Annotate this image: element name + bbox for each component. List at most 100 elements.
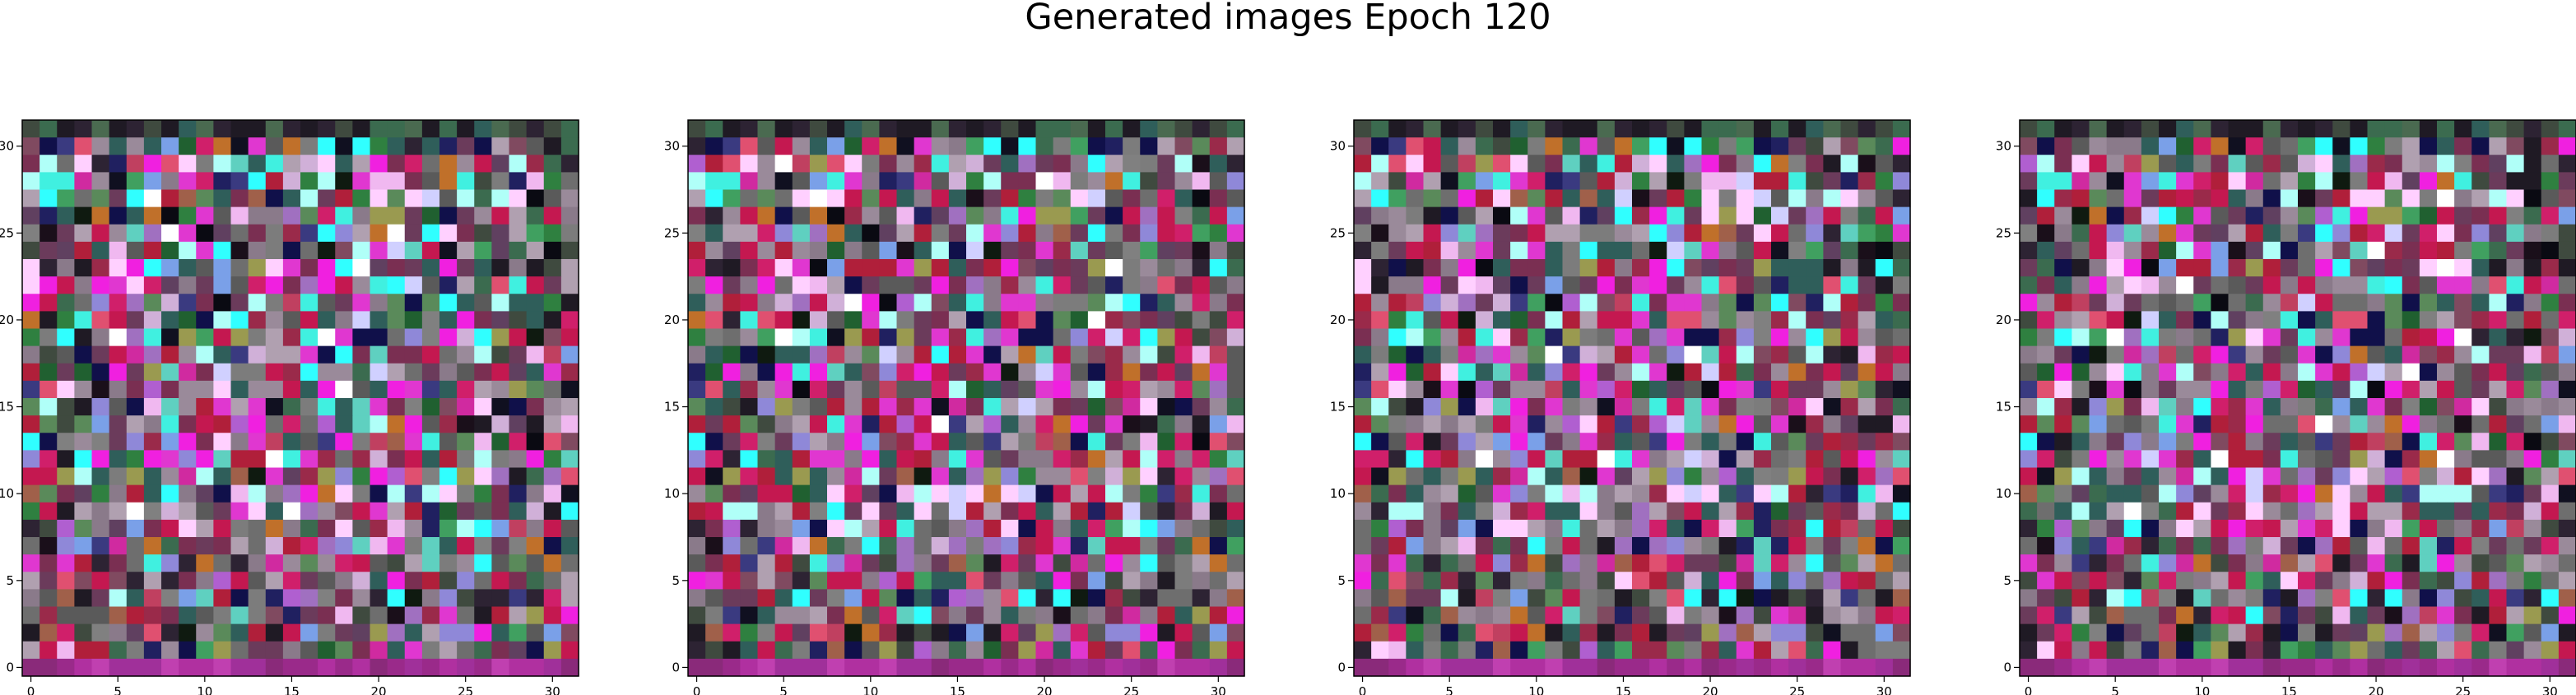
pixel-cell (57, 606, 75, 625)
pixel-cell (1667, 467, 1685, 486)
pixel-cell (827, 345, 845, 364)
pixel-cell (1823, 120, 1842, 138)
pixel-cell (109, 137, 128, 155)
pixel-cell (1226, 554, 1245, 572)
pixel-cell (421, 519, 440, 538)
pixel-cell (1736, 572, 1755, 590)
pixel-cell (1123, 294, 1141, 312)
pixel-cell (1753, 206, 1772, 225)
pixel-cell (1174, 467, 1193, 486)
pixel-cell (757, 415, 776, 433)
pixel-cell (2089, 467, 2108, 486)
pixel-cell (2106, 641, 2125, 660)
pixel-cell (2367, 363, 2386, 382)
pixel-cell (931, 623, 950, 642)
pixel-cell (248, 589, 267, 608)
pixel-cell (1736, 328, 1755, 347)
pixel-cell (2419, 155, 2438, 173)
pixel-cell (1736, 380, 1755, 399)
pixel-cell (2541, 328, 2560, 347)
pixel-cell (2471, 155, 2490, 173)
pixel-cell (688, 224, 706, 243)
pixel-cell (2298, 380, 2316, 399)
pixel-cell (230, 241, 249, 260)
pixel-cell (1875, 433, 1894, 451)
pixel-cell (1070, 172, 1089, 191)
pixel-cell (439, 467, 458, 486)
pixel-cell (2437, 345, 2455, 364)
pixel-cell (1632, 433, 1650, 451)
pixel-cell (1406, 606, 1425, 625)
pixel-cell (1388, 380, 1407, 399)
pixel-cell (335, 294, 353, 312)
pixel-cell (1579, 380, 1598, 399)
pixel-cell (74, 606, 93, 625)
pixel-cell (2506, 554, 2525, 572)
x-tick-label: 20 (1037, 684, 1053, 695)
pixel-cell (1053, 137, 1072, 155)
pixel-cell (1354, 484, 1372, 503)
pixel-cell (914, 120, 932, 138)
pixel-cell (1545, 519, 1564, 538)
pixel-cell (1018, 641, 1037, 660)
pixel-cell (143, 276, 162, 294)
pixel-cell (688, 259, 706, 277)
pixel-cell (179, 484, 197, 503)
pixel-cell (474, 155, 492, 173)
pixel-cell (1423, 537, 1442, 555)
pixel-cell (1649, 641, 1667, 660)
pixel-cell (757, 328, 776, 347)
pixel-cell (2020, 224, 2038, 243)
pixel-cell (1001, 641, 1019, 660)
pixel-cell (1614, 206, 1633, 225)
pixel-cell (774, 572, 793, 590)
pixel-cell (265, 137, 284, 155)
pixel-cell (40, 294, 58, 312)
pixel-cell (1823, 189, 1842, 208)
pixel-cell (844, 241, 863, 260)
pixel-cell (491, 572, 510, 590)
pixel-cell (1527, 502, 1546, 521)
pixel-cell (1840, 433, 1859, 451)
pixel-cell (335, 641, 353, 660)
pixel-cell (282, 206, 301, 225)
pixel-cell (740, 363, 759, 382)
pixel-cell (827, 224, 845, 243)
pixel-cell (2089, 398, 2108, 416)
pixel-cell (1718, 537, 1737, 555)
pixel-cell (1771, 537, 1789, 555)
pixel-cell (2402, 554, 2420, 572)
pixel-cell (2123, 415, 2142, 433)
pixel-cell (1018, 433, 1037, 451)
pixel-cell (1510, 241, 1528, 260)
pixel-cell (1423, 415, 1442, 433)
pixel-cell (2245, 398, 2264, 416)
pixel-cell (2280, 206, 2299, 225)
pixel-cell (1475, 554, 1494, 572)
pixel-cell (948, 467, 967, 486)
pixel-cell (757, 554, 776, 572)
pixel-cell (914, 658, 932, 677)
pixel-cell (2298, 363, 2316, 382)
pixel-cell (1371, 484, 1389, 503)
pixel-cell (1579, 189, 1598, 208)
pixel-cell (2176, 398, 2194, 416)
pixel-cell (1053, 572, 1072, 590)
pixel-cell (2506, 658, 2525, 677)
pixel-cell (774, 172, 793, 191)
pixel-cell (1226, 294, 1245, 312)
pixel-cell (2159, 328, 2177, 347)
pixel-cell (1684, 606, 1703, 625)
pixel-cell (931, 363, 950, 382)
pixel-cell (931, 137, 950, 155)
pixel-cell (318, 259, 336, 277)
pixel-cell (1209, 606, 1228, 625)
pixel-cell (1123, 363, 1141, 382)
pixel-cell (1684, 345, 1703, 364)
pixel-cell (1140, 328, 1158, 347)
pixel-cell (1001, 380, 1019, 399)
pixel-cell (2558, 311, 2576, 330)
pixel-cell (1087, 606, 1106, 625)
pixel-cell (2193, 467, 2211, 486)
pixel-cell (827, 502, 845, 521)
